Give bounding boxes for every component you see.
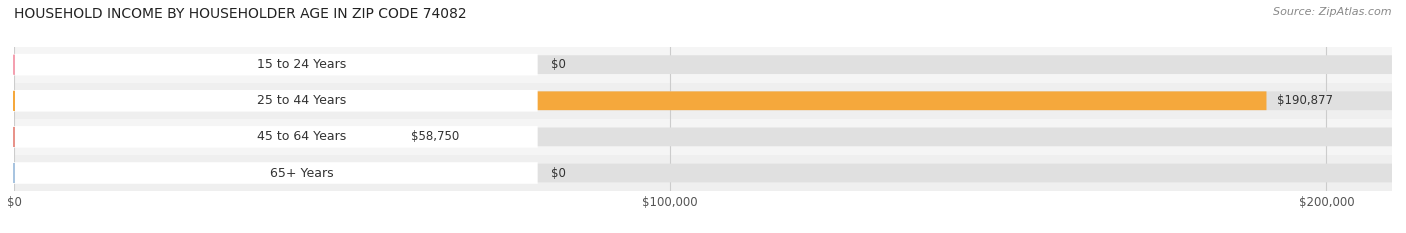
Text: $0: $0 xyxy=(551,58,567,71)
FancyBboxPatch shape xyxy=(14,91,1392,110)
FancyBboxPatch shape xyxy=(14,162,537,184)
FancyBboxPatch shape xyxy=(14,127,1392,146)
FancyBboxPatch shape xyxy=(14,54,537,75)
Text: 65+ Years: 65+ Years xyxy=(270,167,333,179)
FancyBboxPatch shape xyxy=(14,91,1267,110)
FancyBboxPatch shape xyxy=(14,90,537,112)
Bar xyxy=(14,155,1392,191)
Text: 25 to 44 Years: 25 to 44 Years xyxy=(257,94,347,107)
FancyBboxPatch shape xyxy=(14,127,399,146)
Text: $0: $0 xyxy=(551,167,567,179)
Text: HOUSEHOLD INCOME BY HOUSEHOLDER AGE IN ZIP CODE 74082: HOUSEHOLD INCOME BY HOUSEHOLDER AGE IN Z… xyxy=(14,7,467,21)
Text: Source: ZipAtlas.com: Source: ZipAtlas.com xyxy=(1274,7,1392,17)
Text: $190,877: $190,877 xyxy=(1278,94,1333,107)
FancyBboxPatch shape xyxy=(14,55,1392,74)
FancyBboxPatch shape xyxy=(14,164,1392,182)
Bar xyxy=(14,119,1392,155)
Text: $58,750: $58,750 xyxy=(411,130,458,143)
Text: 15 to 24 Years: 15 to 24 Years xyxy=(257,58,347,71)
FancyBboxPatch shape xyxy=(14,126,537,148)
Bar xyxy=(14,47,1392,83)
Text: 45 to 64 Years: 45 to 64 Years xyxy=(257,130,347,143)
Bar xyxy=(14,83,1392,119)
